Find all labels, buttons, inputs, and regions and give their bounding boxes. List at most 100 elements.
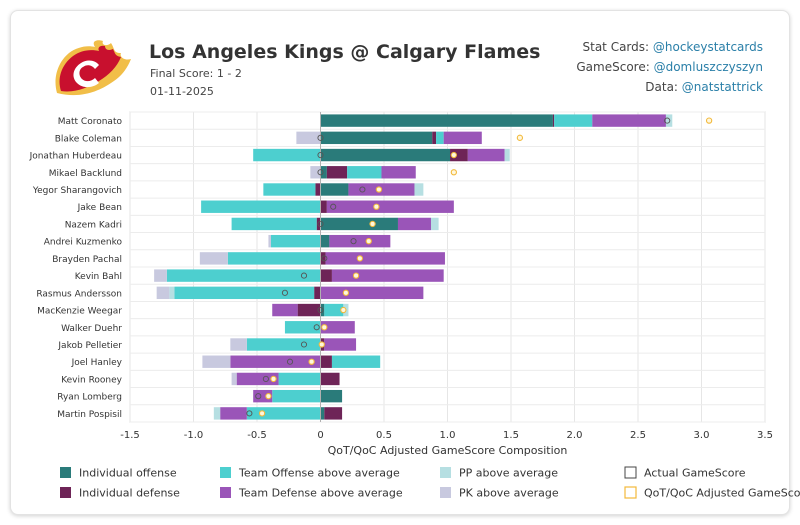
bar-team_off (270, 234, 321, 248)
bar-ind_def (320, 269, 332, 282)
bar-team_def (320, 321, 355, 334)
player-label: Mikael Backlund (49, 169, 122, 179)
bar-team_off (166, 269, 321, 282)
actual-gamescore-marker (317, 220, 324, 227)
bar-team_def (272, 303, 298, 317)
legend-swatch-ind_off (60, 467, 71, 478)
bar-pp (665, 114, 673, 127)
player-label: Ryan Lomberg (57, 393, 122, 403)
bar-team_def (236, 372, 279, 386)
bar-team_off (436, 131, 444, 145)
qot-gamescore-marker (321, 324, 328, 331)
bar-team_off (227, 252, 321, 265)
bar-ind_off (320, 234, 330, 248)
player-label: Matt Coronato (58, 117, 123, 127)
actual-gamescore-marker (246, 410, 253, 417)
player-label: Martin Pospisil (57, 410, 122, 420)
bar-pk (268, 234, 271, 248)
actual-gamescore-marker (313, 324, 320, 331)
bar-ind_off (320, 407, 325, 420)
qot-gamescore-marker (308, 358, 315, 365)
bar-pk (199, 252, 228, 265)
qot-gamescore-marker (265, 393, 272, 400)
legend-label: Individual offense (79, 467, 177, 480)
bar-ind_def (450, 148, 468, 162)
bar-ind_def (552, 114, 555, 127)
actual-gamescore-marker (300, 272, 308, 279)
actual-gamescore-marker (255, 393, 262, 400)
x-tick-label: -0.5 (247, 430, 267, 441)
bar-ind_def (320, 372, 340, 386)
bar-team_off (246, 407, 321, 420)
x-tick-label: 1.5 (503, 430, 519, 441)
bar-pp (169, 286, 175, 300)
qot-gamescore-marker (516, 134, 524, 141)
player-label: Yegor Sharangovich (32, 186, 122, 196)
bar-pp (504, 148, 510, 162)
qot-gamescore-marker (340, 306, 347, 314)
player-label: Rasmus Andersson (36, 289, 122, 299)
legend-label: PP above average (459, 467, 558, 480)
bar-ind_def (320, 252, 326, 265)
player-label: Joel Hanley (71, 358, 123, 368)
player-label: Walker Duehr (61, 324, 122, 334)
qot-gamescore-marker (450, 169, 457, 176)
bar-ind_def (315, 183, 321, 196)
player-label: Kevin Bahl (75, 272, 122, 282)
bar-team_def (324, 338, 357, 351)
legend-swatch-qot (624, 486, 637, 499)
actual-gamescore-marker (317, 152, 324, 159)
credit-data: Data: @natstattrick (645, 80, 763, 94)
bar-team_def (443, 131, 482, 145)
legend-label: Team Defense above average (238, 487, 403, 500)
bar-ind_def (320, 355, 332, 368)
bar-ind_off (320, 217, 398, 231)
bar-pk (156, 286, 170, 300)
bar-ind_off (320, 114, 553, 127)
bar-team_off (324, 303, 344, 317)
bar-team_def (253, 389, 273, 403)
actual-gamescore-marker (286, 358, 294, 365)
bar-team_def (381, 166, 416, 179)
qot-gamescore-marker (318, 341, 325, 348)
legend-label: QoT/QoC Adjusted GameScore (644, 487, 800, 500)
bar-ind_def (314, 286, 321, 300)
bar-ind_def (326, 166, 348, 179)
bar-pk (310, 166, 321, 179)
bar-team_off (278, 372, 321, 386)
credits: Stat Cards: @hockeystatcards GameScore: … (576, 37, 763, 97)
bar-team_off (174, 286, 315, 300)
bar-ind_off (320, 389, 343, 403)
legend-swatch-pk (440, 487, 451, 498)
player-label: Andrei Kuzmenko (44, 238, 123, 248)
legend-swatch-ind_def (60, 487, 71, 498)
bar-team_def (320, 286, 424, 300)
game-date: 01-11-2025 (150, 85, 214, 98)
bar-pk (230, 338, 247, 351)
bar-team_off (201, 200, 321, 213)
qot-gamescore-marker (375, 186, 383, 193)
player-label: MacKenzie Weegar (37, 307, 122, 317)
player-label: Kevin Rooney (61, 375, 122, 385)
bar-ind_off (320, 303, 325, 317)
bar-pk (202, 355, 231, 368)
bar-team_def (467, 148, 505, 162)
qot-gamescore-marker (356, 255, 364, 262)
bar-ind_off (320, 131, 433, 145)
bar-team_off (231, 217, 317, 231)
qot-gamescore-marker (373, 203, 380, 210)
bar-team_off (284, 321, 321, 334)
bar-team_off (331, 355, 381, 368)
qot-gamescore-marker (258, 410, 266, 417)
qot-gamescore-marker (342, 289, 350, 296)
bar-ind_def (297, 303, 321, 317)
qot-gamescore-marker (270, 375, 277, 383)
bar-team_def (592, 114, 666, 127)
x-tick-label: 3.0 (694, 430, 710, 441)
bar-team_off (246, 338, 321, 351)
actual-gamescore-marker (300, 341, 308, 348)
qot-gamescore-marker (365, 238, 372, 245)
x-tick-label: -1.5 (120, 430, 140, 441)
player-label: Jakob Pelletier (57, 341, 122, 351)
